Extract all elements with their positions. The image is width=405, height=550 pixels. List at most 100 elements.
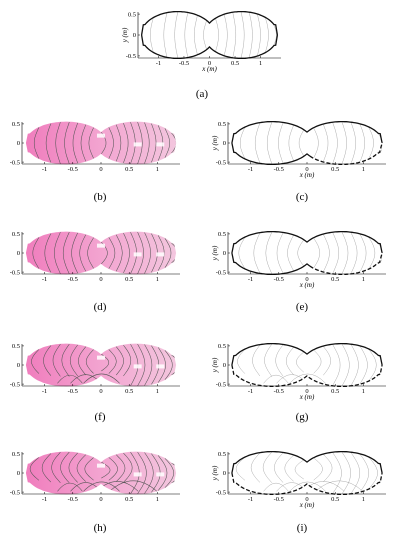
contour-line bbox=[115, 124, 122, 162]
x-tick-label: 0 bbox=[99, 166, 102, 173]
contour-line bbox=[80, 124, 87, 162]
x-tick-label: -1 bbox=[248, 496, 253, 503]
contour-line bbox=[368, 237, 376, 269]
contour-label-bg bbox=[97, 243, 105, 248]
panel-d: -1 -0.5 0 0.5 1 0.5 0 -0.5 (d) bbox=[10, 231, 180, 313]
contour-line bbox=[350, 452, 360, 494]
contour-line bbox=[278, 122, 284, 164]
y-tick-label: 0 bbox=[223, 362, 226, 369]
contour-line bbox=[323, 124, 329, 162]
x-tick-label: 1 bbox=[156, 388, 159, 395]
contour-line bbox=[123, 232, 130, 274]
y-tick-label: -0.5 bbox=[216, 269, 226, 276]
contour-line bbox=[203, 20, 207, 50]
x-axis-label: x (m) bbox=[299, 281, 315, 289]
contour-line bbox=[57, 374, 83, 384]
contour-line bbox=[368, 127, 374, 159]
x-tick-label: -1 bbox=[156, 60, 161, 67]
x-tick-label: 0 bbox=[99, 276, 102, 283]
boundary-top bbox=[140, 10, 279, 36]
contour-line bbox=[332, 122, 338, 164]
contour-line bbox=[171, 242, 177, 264]
contour-line bbox=[238, 237, 246, 269]
contour-line bbox=[262, 451, 273, 483]
contour-line bbox=[157, 455, 168, 491]
boundary-bottom bbox=[140, 34, 279, 60]
contour-label-bg bbox=[133, 252, 142, 257]
contour-label-bg bbox=[97, 133, 105, 138]
contour-line bbox=[123, 123, 129, 163]
contour-line bbox=[313, 349, 322, 374]
contour-line bbox=[265, 231, 273, 275]
panel-h: -1 -0.5 0 0.5 1 0.5 0 -0.5 (h) bbox=[10, 451, 180, 534]
y-axis-label: y (m) bbox=[211, 135, 219, 151]
boundary-top bbox=[231, 230, 383, 254]
contour-line bbox=[296, 351, 304, 373]
contour-line bbox=[341, 343, 350, 387]
panel-e: -1 -0.5 0 0.5 1 0.5 0 -0.5 x (m) y (m) (e) bbox=[211, 230, 386, 313]
boundary-bottom bbox=[231, 472, 383, 496]
contour-line bbox=[240, 127, 246, 159]
contour-label-bg bbox=[133, 364, 142, 369]
boundary-top bbox=[231, 120, 383, 144]
x-tick-label: 0.5 bbox=[125, 166, 133, 173]
contour-line bbox=[55, 122, 61, 164]
contour-line bbox=[123, 344, 132, 377]
contour-line bbox=[332, 232, 339, 274]
contour-line bbox=[108, 237, 116, 269]
contour-label-bg bbox=[156, 472, 165, 477]
contour-line bbox=[151, 123, 157, 163]
contour-line bbox=[164, 350, 173, 380]
x-tick-label: -1 bbox=[248, 166, 253, 173]
x-tick-label: -1 bbox=[248, 388, 253, 395]
panel-a: -1 -0.5 0 0.5 1 0.5 0 -0.5 x (m) y (m) (a) bbox=[121, 10, 281, 100]
y-tick-label: 0.5 bbox=[218, 451, 226, 458]
x-tick-label: 1 bbox=[362, 496, 365, 503]
contour-label-bg bbox=[156, 364, 165, 369]
contour-line bbox=[294, 459, 304, 480]
contour-line bbox=[341, 451, 351, 495]
contour-line bbox=[32, 237, 40, 269]
x-tick-label: -1 bbox=[248, 276, 253, 283]
x-tick-label: 1 bbox=[362, 166, 365, 173]
x-tick-label: 0.5 bbox=[331, 496, 339, 503]
x-tick-label: -0.5 bbox=[274, 496, 284, 503]
y-axis-label: y (m) bbox=[121, 27, 129, 43]
x-tick-label: 0.5 bbox=[231, 60, 239, 67]
panel-caption: (c) bbox=[296, 191, 309, 203]
y-axis-label: y (m) bbox=[211, 245, 219, 261]
contour-line bbox=[264, 343, 273, 377]
contour-line bbox=[144, 232, 151, 274]
x-axis-label: x (m) bbox=[299, 501, 315, 509]
y-tick-label: 0 bbox=[223, 140, 226, 147]
x-tick-label: -1 bbox=[42, 388, 47, 395]
contour-line bbox=[164, 128, 170, 158]
contour-label-bg bbox=[97, 463, 105, 468]
x-axis-label: x (m) bbox=[299, 393, 315, 401]
y-axis-label: y (m) bbox=[211, 465, 219, 481]
contour-line bbox=[137, 451, 147, 495]
contour-line bbox=[368, 457, 378, 489]
contour-line bbox=[350, 344, 359, 386]
panel-caption: (d) bbox=[94, 301, 107, 313]
contour-line bbox=[115, 346, 124, 376]
contour-line bbox=[68, 452, 78, 483]
contour-line bbox=[224, 14, 228, 56]
contour-line bbox=[87, 237, 94, 269]
contour-line bbox=[284, 455, 294, 482]
x-tick-label: 0.5 bbox=[331, 166, 339, 173]
contour-line bbox=[249, 12, 253, 58]
x-tick-label: 1 bbox=[259, 60, 262, 67]
contour-line bbox=[115, 234, 123, 272]
contour-line bbox=[276, 374, 308, 384]
contour-group bbox=[32, 231, 177, 275]
contour-line bbox=[368, 349, 377, 381]
contour-line bbox=[64, 122, 70, 164]
contour-line bbox=[323, 454, 333, 482]
x-tick-label: -0.5 bbox=[274, 388, 284, 395]
x-tick-label: 0 bbox=[305, 496, 308, 503]
panel-f: -1 -0.5 0 0.5 1 0.5 0 -0.5 (f) bbox=[10, 343, 180, 423]
contour-line bbox=[108, 349, 117, 374]
contour-line bbox=[276, 482, 308, 492]
